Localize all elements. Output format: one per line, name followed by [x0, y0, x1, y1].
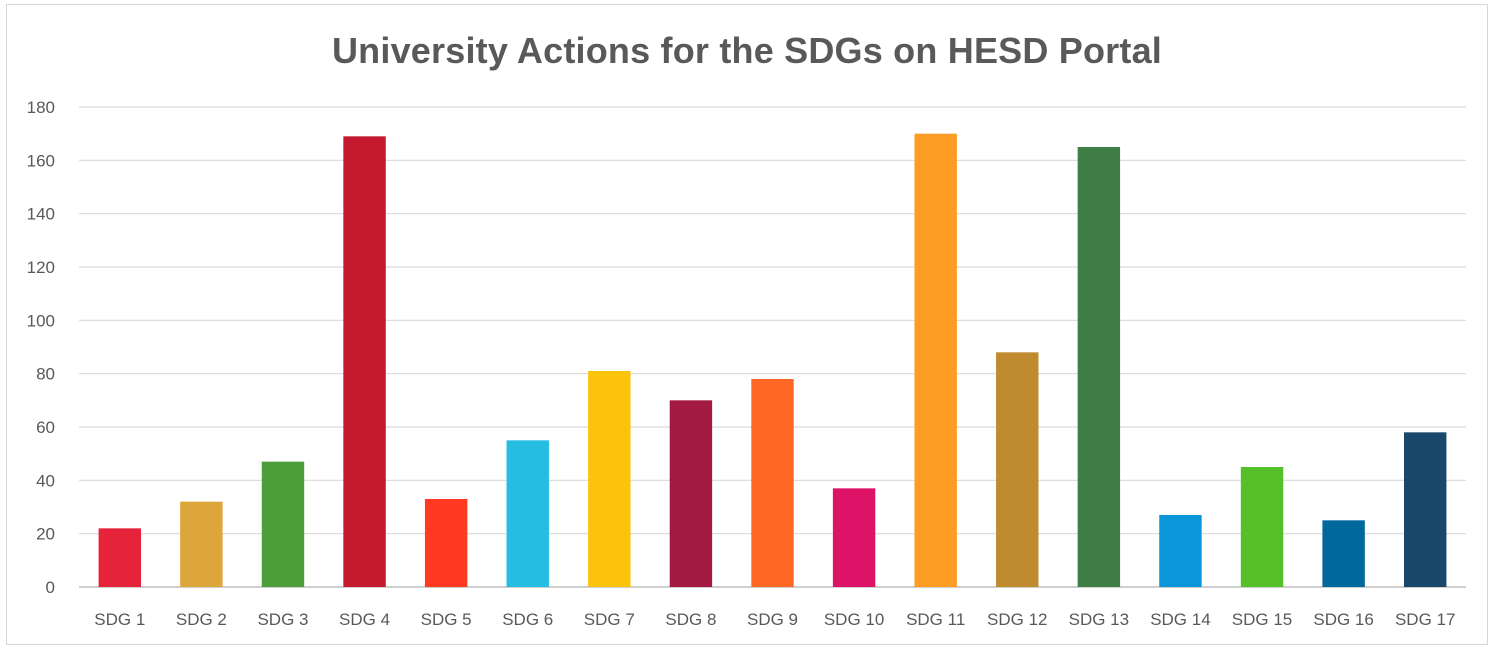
x-tick-label: SDG 2: [176, 610, 227, 629]
y-tick-label: 80: [36, 365, 55, 384]
x-tick-label: SDG 10: [824, 610, 884, 629]
x-tick-label: SDG 11: [906, 610, 965, 629]
y-tick-label: 40: [36, 471, 55, 490]
bar-sdg-11: [914, 133, 957, 587]
bar-sdg-15: [1240, 467, 1284, 587]
bar-sdg-5: [424, 499, 468, 587]
y-tick-label: 120: [27, 258, 55, 277]
x-tick-label: SDG 14: [1150, 610, 1210, 629]
chart-title: University Actions for the SDGs on HESD …: [331, 30, 1162, 71]
x-tick-label: SDG 4: [339, 610, 390, 629]
x-tick-label: SDG 5: [421, 610, 472, 629]
x-tick-label: SDG 1: [94, 610, 145, 629]
y-tick-label: 160: [27, 151, 55, 170]
bar-sdg-10: [832, 488, 876, 587]
y-tick-label: 180: [27, 98, 55, 117]
x-tick-label: SDG 17: [1395, 610, 1455, 629]
y-tick-label: 60: [36, 418, 55, 437]
bar-sdg-17: [1403, 432, 1447, 587]
bar-sdg-8: [669, 400, 713, 587]
x-tick-label: SDG 7: [584, 610, 635, 629]
bar-sdg-13: [1077, 147, 1121, 587]
bar-sdg-16: [1322, 520, 1365, 587]
bar-sdg-2: [180, 501, 223, 587]
x-tick-label: SDG 13: [1069, 610, 1129, 629]
y-tick-label: 0: [46, 578, 55, 597]
x-tick-label: SDG 16: [1313, 610, 1373, 629]
y-tick-label: 100: [27, 311, 55, 330]
bar-sdg-12: [996, 352, 1039, 587]
x-tick-label: SDG 6: [502, 610, 553, 629]
x-tick-label: SDG 3: [257, 610, 308, 629]
x-tick-label: SDG 15: [1232, 610, 1292, 629]
bar-sdg-4: [343, 136, 386, 588]
x-tick-label: SDG 12: [987, 610, 1047, 629]
x-tick-label: SDG 9: [747, 610, 798, 629]
bar-sdg-7: [588, 371, 631, 587]
x-tick-label: SDG 8: [665, 610, 716, 629]
bar-sdg-3: [261, 461, 305, 587]
bar-sdg-6: [506, 440, 549, 587]
y-tick-label: 140: [27, 205, 55, 224]
bar-sdg-14: [1159, 515, 1202, 587]
y-tick-label: 20: [36, 525, 55, 544]
bar-sdg-1: [98, 528, 142, 587]
bar-sdg-9: [751, 379, 794, 587]
